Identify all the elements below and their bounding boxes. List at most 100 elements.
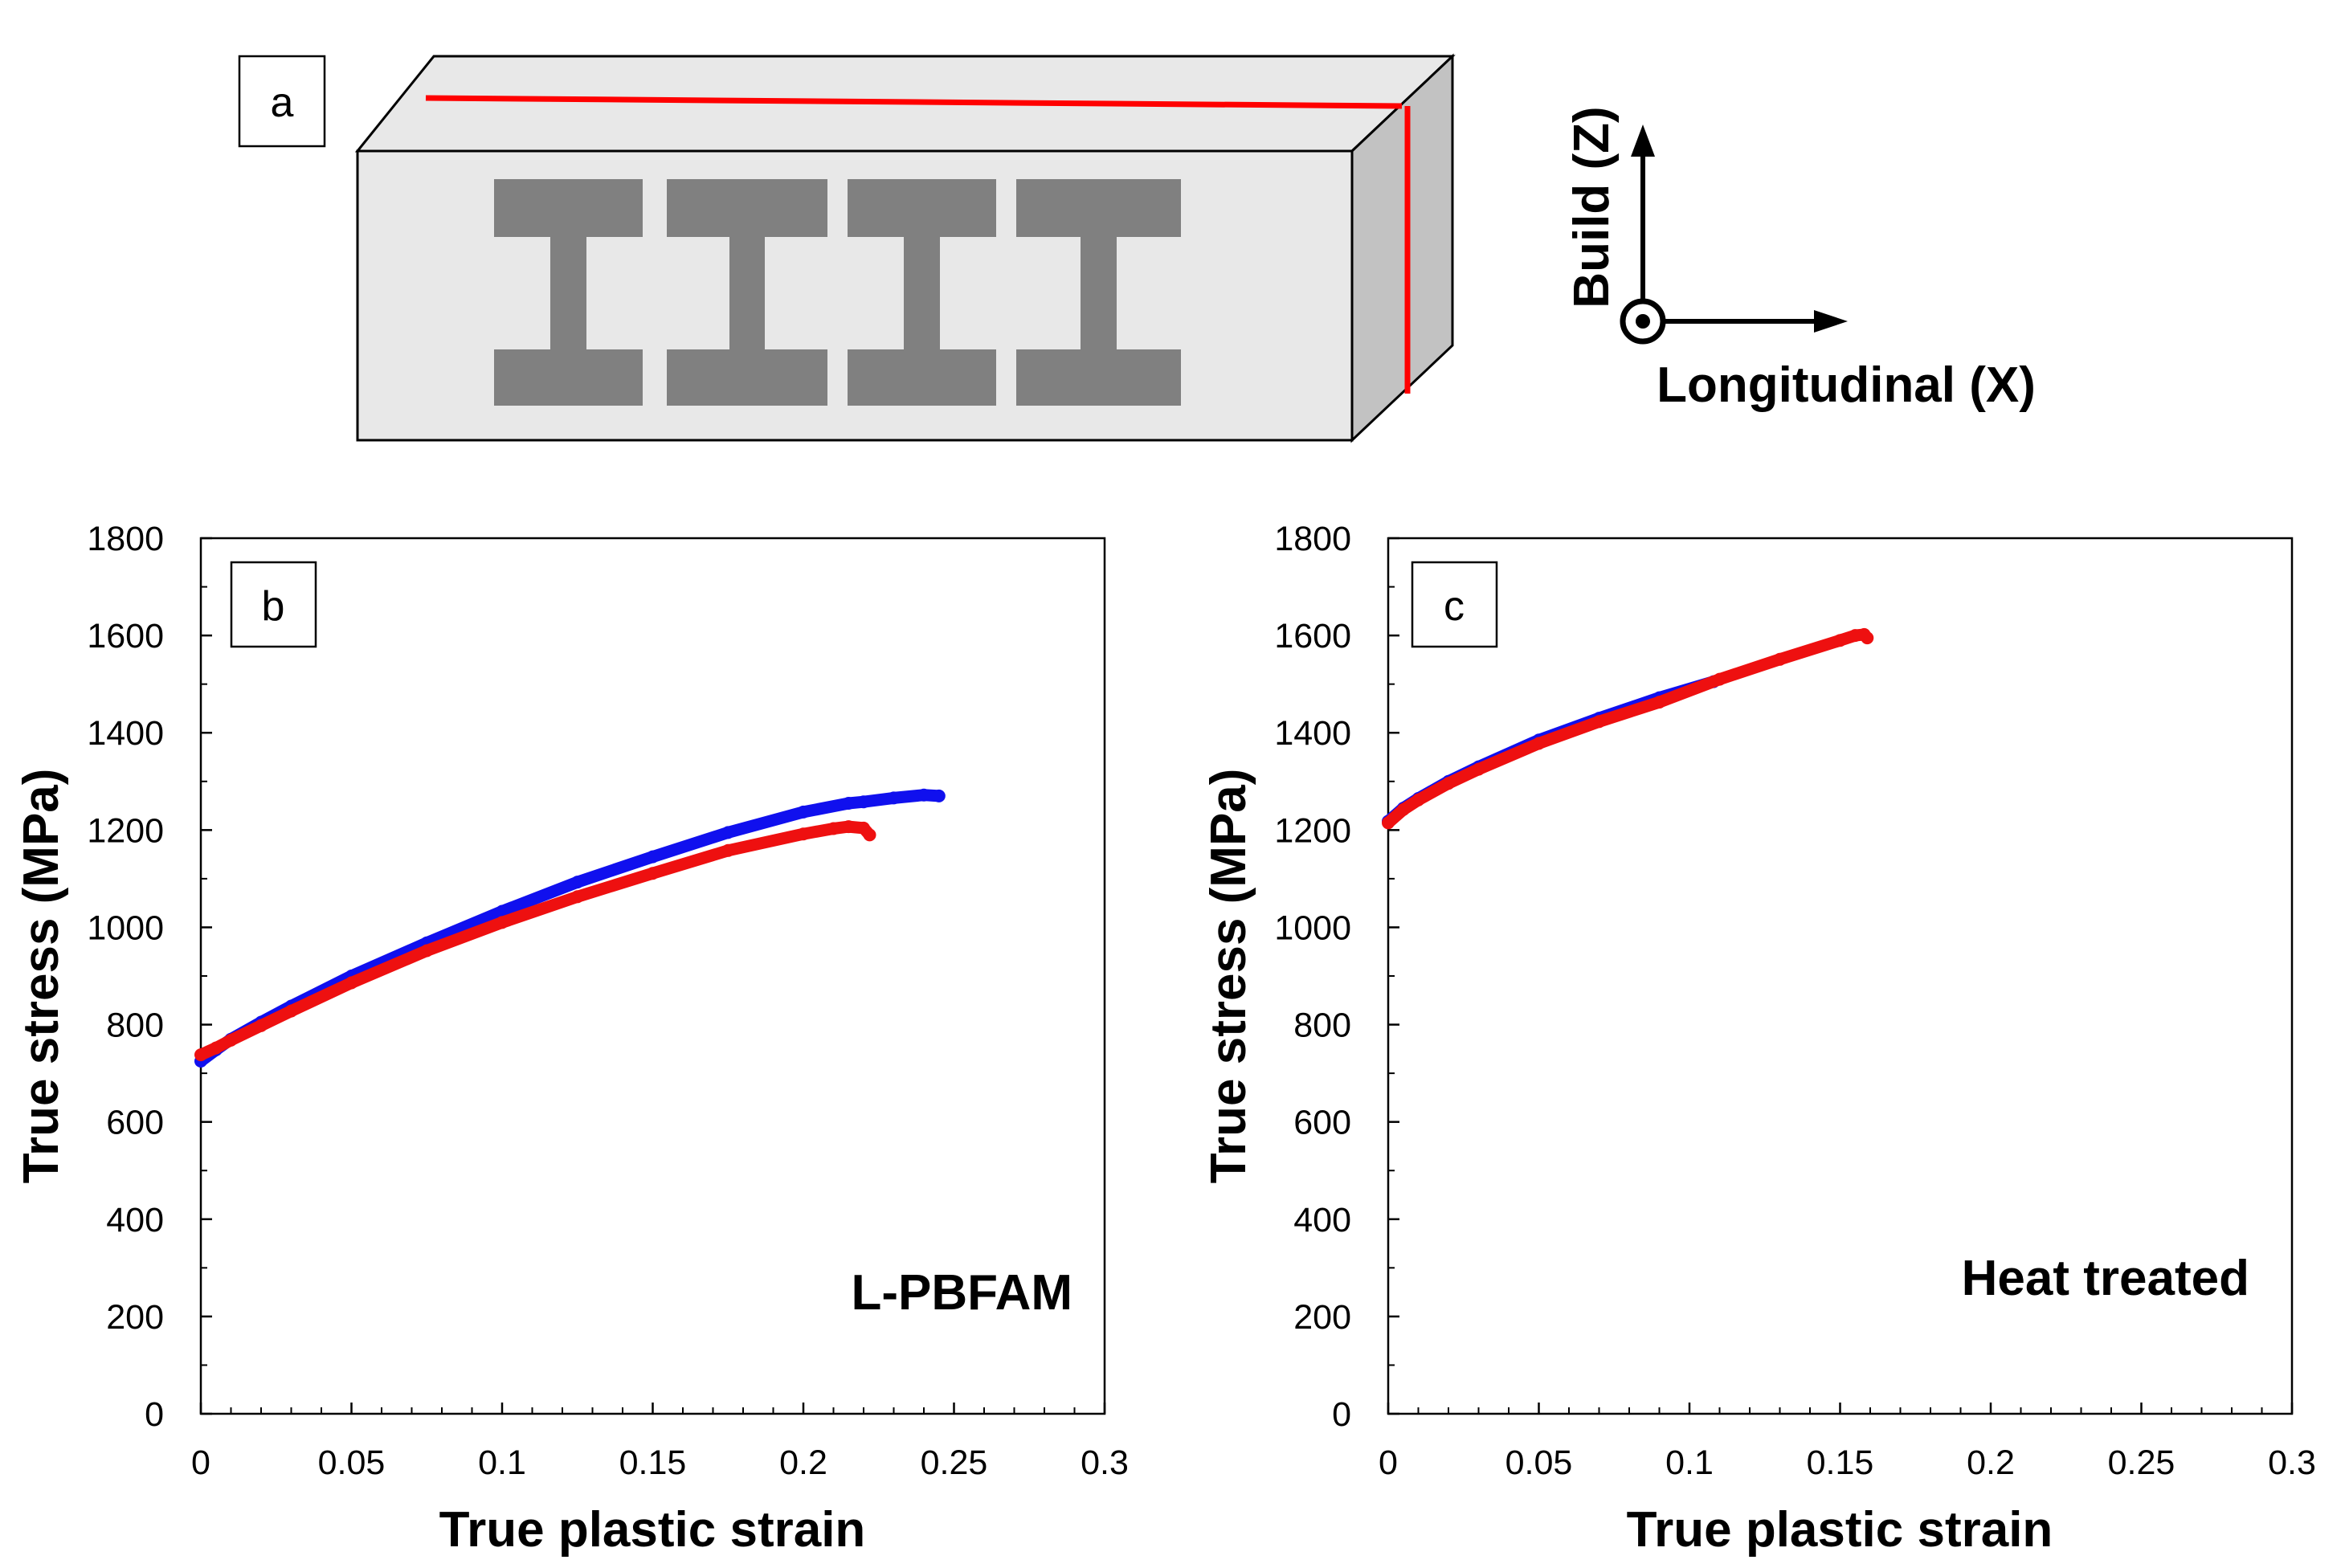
y-ticks: 0 200 400 600 800 1000 1200 1400 1600 1800 bbox=[87, 520, 212, 1434]
data-point bbox=[194, 1048, 207, 1062]
data-point bbox=[857, 795, 870, 809]
y-tick-label: 600 bbox=[106, 1104, 164, 1142]
y-tick-label: 200 bbox=[1293, 1298, 1351, 1337]
y-tick-label: 800 bbox=[1293, 1007, 1351, 1045]
data-point bbox=[570, 876, 584, 889]
panel-a-schematic: a Build (Z) Longitudinal (X) bbox=[238, 53, 2036, 443]
data-point bbox=[932, 789, 946, 802]
data-point bbox=[917, 788, 930, 802]
y-tick-label: 1600 bbox=[1274, 617, 1351, 655]
panel-c-label-box bbox=[1411, 561, 1498, 648]
panel-b-y-axis-label: True stress (MPa) bbox=[14, 769, 69, 1184]
x-tick-label: 0.05 bbox=[1505, 1443, 1573, 1482]
coordinate-axes: Build (Z) Longitudinal (X) bbox=[1564, 106, 2036, 413]
data-point bbox=[1861, 631, 1874, 645]
data-point bbox=[1532, 737, 1546, 750]
out-of-plane-symbol-dot bbox=[1636, 314, 1650, 329]
x-ticks: 0 0.05 0.1 0.15 0.2 0.25 0.3 bbox=[191, 1403, 1129, 1482]
y-ticks: 0 200 400 600 800 1000 1200 1400 1600 1800 bbox=[1274, 520, 1399, 1434]
tensile-specimen bbox=[494, 179, 643, 406]
y-tick-label: 1800 bbox=[1274, 520, 1351, 558]
data-point bbox=[721, 826, 735, 839]
data-point bbox=[570, 890, 584, 904]
x-tick-label: 0 bbox=[1379, 1443, 1398, 1482]
x-tick-label: 0.15 bbox=[1807, 1443, 1874, 1482]
panel-b-label: b bbox=[262, 583, 285, 630]
y-tick-label: 800 bbox=[106, 1007, 164, 1045]
y-tick-label: 200 bbox=[106, 1298, 164, 1337]
y-tick-label: 1200 bbox=[87, 811, 164, 850]
data-point bbox=[284, 1004, 298, 1018]
tensile-specimen bbox=[1016, 179, 1181, 406]
data-point bbox=[646, 850, 660, 864]
data-point bbox=[496, 904, 509, 918]
y-tick-label: 0 bbox=[145, 1395, 164, 1434]
longitudinal-axis-label: Longitudinal (X) bbox=[1657, 357, 2036, 413]
y-tick-label: 1400 bbox=[1274, 714, 1351, 753]
y-tick-label: 600 bbox=[1293, 1104, 1351, 1142]
data-point bbox=[1382, 816, 1395, 830]
x-tick-label: 0.15 bbox=[619, 1443, 687, 1482]
x-tick-label: 0.3 bbox=[2268, 1443, 2316, 1482]
build-axis-arrowhead bbox=[1631, 125, 1655, 157]
data-point bbox=[842, 820, 856, 834]
data-point bbox=[1653, 696, 1666, 709]
y-tick-label: 1400 bbox=[87, 714, 164, 753]
data-point bbox=[209, 1041, 223, 1055]
data-point bbox=[797, 827, 810, 841]
x-tick-label: 0.1 bbox=[1665, 1443, 1714, 1482]
y-tick-label: 0 bbox=[1332, 1395, 1351, 1434]
data-point bbox=[1833, 634, 1847, 647]
data-point bbox=[797, 805, 810, 819]
data-point bbox=[887, 791, 901, 805]
data-point bbox=[721, 843, 735, 857]
data-point bbox=[1411, 793, 1425, 806]
panel-b-x-axis-label: True plastic strain bbox=[439, 1502, 866, 1558]
x-tick-label: 0.05 bbox=[318, 1443, 386, 1482]
y-tick-label: 1000 bbox=[1274, 909, 1351, 947]
x-tick-label: 0.2 bbox=[779, 1443, 827, 1482]
panel-a-label-box bbox=[238, 55, 326, 148]
y-tick-label: 1800 bbox=[87, 520, 164, 558]
x-tick-label: 0.1 bbox=[478, 1443, 526, 1482]
y-tick-label: 1200 bbox=[1274, 811, 1351, 850]
data-point bbox=[255, 1019, 268, 1032]
series-line-2 bbox=[1382, 628, 1873, 829]
data-point bbox=[646, 867, 660, 880]
data-series bbox=[1382, 627, 1874, 830]
red-line-top bbox=[425, 95, 1403, 109]
data-point bbox=[224, 1033, 238, 1047]
y-tick-label: 400 bbox=[1293, 1201, 1351, 1239]
x-tick-label: 0.25 bbox=[2108, 1443, 2175, 1482]
series-line-2 bbox=[194, 820, 876, 1061]
y-tick-label: 1000 bbox=[87, 909, 164, 947]
data-point bbox=[863, 828, 876, 842]
panel-c-label: c bbox=[1444, 583, 1465, 630]
data-point bbox=[827, 822, 840, 835]
data-series bbox=[194, 788, 946, 1068]
x-tick-label: 0 bbox=[191, 1443, 210, 1482]
data-point bbox=[496, 916, 509, 929]
x-ticks: 0 0.05 0.1 0.15 0.2 0.25 0.3 bbox=[1379, 1403, 2316, 1482]
panel-c-y-axis-label: True stress (MPa) bbox=[1201, 769, 1256, 1184]
x-tick-label: 0.25 bbox=[921, 1443, 988, 1482]
panel-c-annotation: Heat treated bbox=[1962, 1251, 2249, 1306]
build-axis-label: Build (Z) bbox=[1564, 106, 1620, 308]
data-point bbox=[345, 976, 358, 990]
panel-b-label-box bbox=[230, 561, 317, 648]
y-tick-label: 400 bbox=[106, 1201, 164, 1239]
data-point bbox=[1773, 652, 1787, 666]
x-tick-label: 0.3 bbox=[1081, 1443, 1129, 1482]
data-point bbox=[842, 797, 856, 810]
data-point bbox=[1442, 777, 1455, 790]
data-point bbox=[1472, 762, 1485, 776]
x-tick-label: 0.2 bbox=[1967, 1443, 2015, 1482]
tensile-specimens bbox=[494, 179, 1181, 406]
data-point bbox=[1592, 715, 1606, 729]
data-point bbox=[420, 944, 434, 958]
tensile-specimen bbox=[848, 179, 996, 406]
tensile-specimen bbox=[667, 179, 827, 406]
